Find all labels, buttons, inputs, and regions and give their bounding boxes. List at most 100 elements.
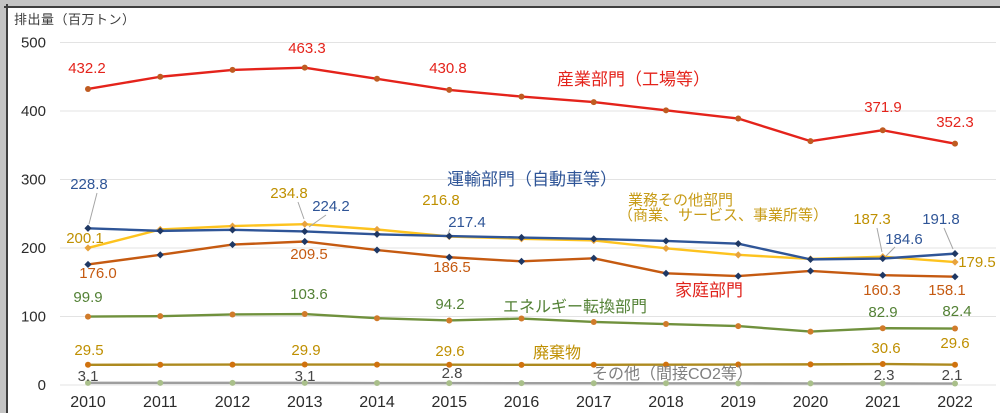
data-point-industry xyxy=(446,86,453,93)
data-point-transport xyxy=(951,250,959,258)
data-point-other xyxy=(735,380,742,387)
label-leader-line xyxy=(943,227,954,250)
data-point-energy xyxy=(952,325,958,332)
y-axis-tick-label: 300 xyxy=(21,172,46,189)
value-label-waste: 29.5 xyxy=(74,342,103,359)
data-point-household xyxy=(734,272,742,280)
value-label-commercial: 216.8 xyxy=(422,192,460,209)
data-point-waste xyxy=(879,361,886,368)
x-axis-tick-label: 2014 xyxy=(359,394,395,411)
label-leader-line xyxy=(308,214,327,228)
value-label-transport: 224.2 xyxy=(312,198,350,215)
data-point-other xyxy=(157,379,164,386)
value-label-transport: 228.8 xyxy=(70,176,108,193)
data-point-waste xyxy=(374,361,380,368)
data-point-household xyxy=(445,253,453,261)
series-name-label-commercial: （商業、サービス、事業所等） xyxy=(618,206,828,224)
x-axis-tick-label: 2021 xyxy=(865,394,901,411)
data-point-household xyxy=(879,271,887,279)
data-point-household xyxy=(590,254,598,262)
data-point-household xyxy=(951,273,959,281)
value-label-transport: 191.8 xyxy=(922,211,960,228)
label-leader-line xyxy=(297,201,305,220)
data-point-energy xyxy=(229,311,236,318)
data-point-energy xyxy=(301,311,308,318)
data-point-industry xyxy=(879,127,886,134)
data-point-transport xyxy=(445,232,453,240)
data-point-other xyxy=(85,379,91,386)
y-axis-tick-label: 200 xyxy=(21,240,46,257)
data-point-transport xyxy=(84,224,92,232)
data-point-industry xyxy=(518,93,525,100)
data-point-commercial xyxy=(84,244,92,252)
value-label-other: 2.8 xyxy=(442,365,463,382)
value-label-commercial: 179.5 xyxy=(958,254,996,271)
data-point-household xyxy=(373,246,381,254)
data-point-other xyxy=(952,380,958,387)
data-point-household xyxy=(662,269,670,277)
data-point-household xyxy=(517,257,526,265)
data-point-waste xyxy=(735,361,742,368)
data-point-other xyxy=(663,380,669,387)
data-point-energy xyxy=(807,328,814,335)
data-point-waste xyxy=(807,361,814,368)
data-point-household xyxy=(228,240,237,249)
data-point-waste xyxy=(663,361,669,368)
value-label-energy: 94.2 xyxy=(435,296,464,313)
x-axis-tick-label: 2012 xyxy=(215,394,251,411)
value-label-household: 209.5 xyxy=(290,246,328,263)
data-point-industry xyxy=(374,75,380,82)
value-label-transport: 217.4 xyxy=(448,214,486,231)
series-name-label-other: その他（間接CO2等） xyxy=(592,365,753,383)
data-point-energy xyxy=(374,315,380,322)
data-point-commercial xyxy=(301,220,309,228)
data-point-transport xyxy=(879,254,887,263)
value-label-energy: 99.9 xyxy=(73,289,102,306)
value-label-other: 2.3 xyxy=(874,367,895,384)
x-axis-tick-label: 2017 xyxy=(576,394,612,411)
data-point-energy xyxy=(518,315,525,322)
data-point-waste xyxy=(229,361,236,368)
series-name-label-waste: 廃棄物 xyxy=(533,344,581,362)
y-axis-title: 排出量（百万トン） xyxy=(14,12,136,27)
data-point-transport xyxy=(517,233,526,242)
value-label-industry: 352.3 xyxy=(936,114,974,131)
chart-background xyxy=(8,8,1000,413)
y-axis-tick-label: 500 xyxy=(21,35,46,52)
value-label-household: 158.1 xyxy=(928,282,966,299)
value-label-waste: 29.6 xyxy=(940,335,969,352)
data-point-industry xyxy=(85,85,91,92)
data-point-commercial xyxy=(951,258,959,266)
data-point-waste xyxy=(301,361,308,368)
data-point-energy xyxy=(85,313,91,320)
data-point-other xyxy=(590,380,597,387)
value-label-other: 3.1 xyxy=(295,368,316,385)
data-point-commercial xyxy=(734,251,742,259)
label-leader-line xyxy=(88,192,98,225)
x-axis-tick-label: 2018 xyxy=(648,394,684,411)
value-label-waste: 29.9 xyxy=(291,342,320,359)
y-axis-tick-label: 400 xyxy=(21,103,46,120)
value-label-waste: 30.6 xyxy=(871,340,900,357)
data-point-transport xyxy=(373,230,381,238)
data-point-transport xyxy=(301,227,309,236)
data-point-household xyxy=(806,267,815,275)
data-point-transport xyxy=(662,237,670,245)
data-point-industry xyxy=(157,73,164,80)
data-point-energy xyxy=(663,321,669,328)
data-point-household xyxy=(156,251,164,259)
data-point-waste xyxy=(157,361,164,368)
data-point-transport xyxy=(590,235,598,243)
series-name-label-household: 家庭部門 xyxy=(675,281,743,300)
value-label-commercial: 234.8 xyxy=(270,185,308,202)
data-point-waste xyxy=(518,361,525,368)
value-label-commercial: 200.1 xyxy=(66,230,104,247)
data-point-industry xyxy=(590,99,597,106)
data-point-household xyxy=(301,237,309,246)
value-label-industry: 430.8 xyxy=(429,60,467,77)
x-axis-tick-label: 2019 xyxy=(720,394,756,411)
data-point-industry xyxy=(952,140,958,147)
x-axis-tick-label: 2016 xyxy=(504,394,540,411)
y-axis-tick-label: 100 xyxy=(21,309,46,326)
data-point-industry xyxy=(301,64,308,71)
